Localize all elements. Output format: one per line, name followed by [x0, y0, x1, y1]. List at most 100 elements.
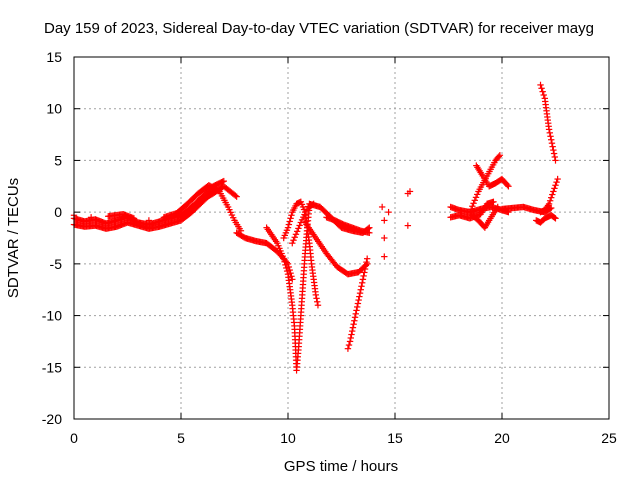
data-point: [289, 239, 296, 247]
data-point: [548, 194, 555, 201]
data-point: [548, 204, 555, 212]
data-point: [469, 203, 476, 210]
data-point: [474, 191, 481, 198]
data-point: [346, 338, 354, 345]
x-tick-label: 15: [387, 430, 403, 446]
y-axis-label: SDTVAR / TECUs: [5, 178, 22, 298]
data-point: [282, 261, 289, 269]
data-point: [286, 218, 293, 225]
x-tick-label: 10: [280, 430, 296, 446]
y-tick-label: -15: [42, 359, 62, 375]
x-tick-label: 25: [601, 430, 617, 446]
data-point: [354, 300, 362, 307]
data-point: [350, 320, 357, 328]
data-point: [289, 276, 296, 283]
data-point: [312, 291, 320, 299]
data-point: [285, 221, 293, 228]
data-point: [471, 197, 478, 204]
data-point: [356, 293, 363, 300]
data-point: [355, 296, 362, 304]
data-point: [353, 303, 361, 311]
data-point: [406, 188, 414, 195]
data-point: [281, 258, 288, 265]
data-point: [537, 81, 544, 89]
data-point: [404, 222, 412, 229]
x-tick-label: 20: [494, 430, 510, 446]
data-point: [349, 327, 356, 335]
data-points: [70, 81, 561, 374]
data-point: [233, 193, 240, 200]
data-point: [496, 152, 504, 159]
y-tick-label: -10: [42, 308, 62, 324]
data-point: [344, 345, 352, 352]
data-point: [540, 91, 547, 99]
data-point: [378, 203, 386, 211]
data-point: [295, 225, 302, 232]
data-point: [145, 217, 153, 224]
data-point: [545, 126, 553, 133]
data-point: [472, 194, 480, 201]
data-point: [551, 185, 558, 192]
data-point: [554, 175, 561, 183]
x-tick-label: 5: [177, 430, 185, 446]
data-point: [381, 234, 388, 242]
data-point: [293, 228, 301, 235]
data-point: [548, 136, 555, 143]
data-point: [550, 188, 557, 195]
data-point: [358, 279, 366, 287]
data-point: [550, 150, 558, 157]
data-point: [351, 317, 358, 324]
data-point: [361, 265, 369, 273]
data-point: [550, 146, 557, 154]
x-axis-label: GPS time / hours: [284, 458, 398, 475]
data-point: [361, 269, 368, 276]
data-point: [552, 215, 559, 222]
data-point: [358, 283, 365, 290]
data-point: [287, 215, 294, 222]
data-point: [495, 153, 502, 160]
data-point: [490, 198, 497, 205]
data-point: [552, 157, 559, 164]
data-point: [283, 267, 291, 275]
data-point: [363, 258, 370, 266]
data-point: [494, 203, 501, 211]
data-point: [505, 183, 512, 190]
y-tick-label: 10: [46, 101, 62, 117]
y-tick-label: 15: [46, 49, 62, 65]
y-tick-label: 5: [54, 152, 62, 168]
data-point: [357, 286, 364, 293]
data-point: [546, 129, 553, 137]
data-point: [296, 222, 303, 229]
data-point: [352, 310, 359, 318]
data-point: [349, 324, 357, 331]
data-point: [552, 182, 559, 189]
data-point: [290, 237, 297, 244]
data-point: [292, 231, 300, 238]
data-point: [466, 208, 474, 216]
data-point: [551, 214, 558, 221]
data-point: [288, 273, 295, 280]
data-point: [353, 307, 360, 314]
data-point: [314, 302, 322, 309]
data-point: [546, 197, 554, 204]
data-point: [284, 224, 292, 231]
data-point: [87, 214, 95, 221]
data-point: [359, 276, 367, 283]
y-tick-label: 0: [54, 204, 62, 220]
data-point: [385, 208, 392, 216]
data-point: [356, 289, 364, 297]
data-point: [348, 331, 355, 338]
data-point: [313, 295, 320, 302]
data-point: [549, 143, 556, 150]
data-point: [504, 181, 511, 189]
data-point: [347, 334, 354, 342]
data-point: [551, 153, 558, 161]
x-tick-label: 0: [70, 430, 78, 446]
data-point: [345, 341, 353, 349]
chart-title: Day 159 of 2023, Sidereal Day-to-day VTE…: [44, 20, 594, 37]
data-point: [553, 178, 560, 186]
y-tick-label: -20: [42, 411, 62, 427]
y-tick-label: -5: [50, 256, 63, 272]
data-point: [363, 255, 371, 262]
